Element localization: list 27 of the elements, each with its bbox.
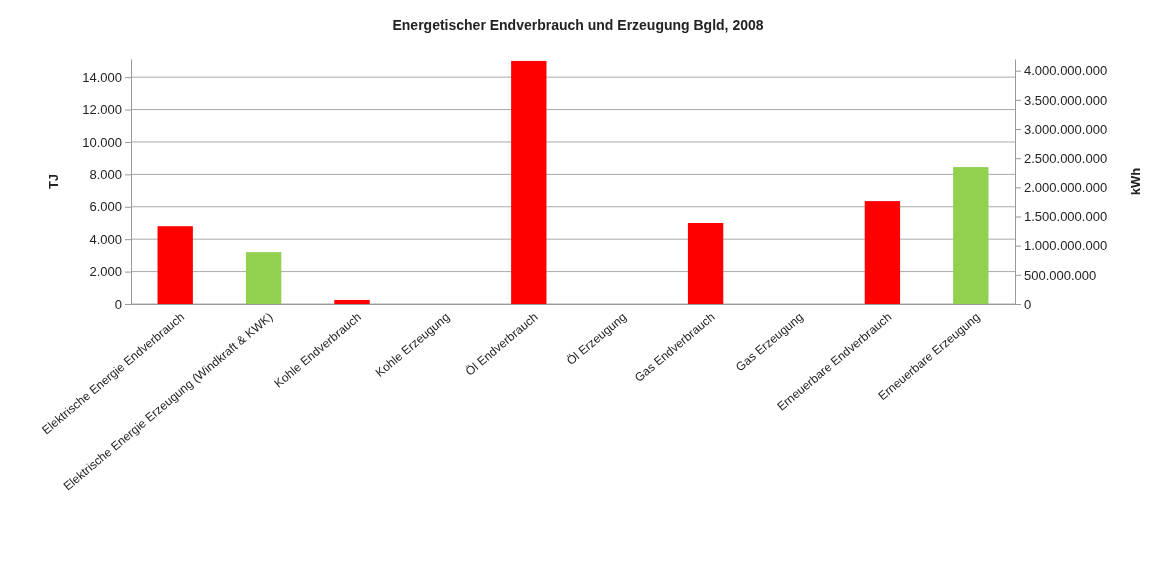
y2-axis-title: kWh (1128, 167, 1143, 196)
y2-tick-label: 500.000.000 (1024, 267, 1097, 283)
y2-tick-label: 1.500.000.000 (1024, 209, 1108, 225)
y-tick-label: 0 (114, 296, 122, 312)
y-tick-label: 4.000 (89, 231, 122, 247)
bar (334, 299, 370, 304)
bar (864, 201, 901, 304)
y-tick-label: 2.000 (89, 264, 122, 280)
y-tick-label: 14.000 (82, 69, 122, 85)
bar (157, 226, 193, 304)
bar (953, 167, 989, 304)
bar (687, 222, 724, 304)
chart-title: Energetischer Endverbrauch und Erzeugung Bgld, 2008 (392, 17, 764, 33)
y2-tick-label: 0 (1024, 296, 1032, 312)
y2-tick-label: 2.000.000.000 (1024, 179, 1108, 195)
y2-tick-label: 1.000.000.000 (1024, 238, 1108, 254)
y2-tick-label: 3.500.000.000 (1024, 92, 1108, 108)
y-tick-label: 12.000 (82, 102, 122, 118)
y-tick-label: 6.000 (89, 199, 122, 215)
y-tick-label: 8.000 (89, 167, 122, 183)
bar (245, 252, 282, 304)
y-axis-title: TJ (46, 173, 61, 190)
y-tick-label: 10.000 (82, 134, 122, 150)
y2-tick-label: 4.000.000.000 (1024, 63, 1108, 79)
y2-tick-label: 3.000.000.000 (1024, 121, 1108, 137)
bar (511, 60, 547, 304)
y2-tick-label: 2.500.000.000 (1024, 150, 1108, 166)
